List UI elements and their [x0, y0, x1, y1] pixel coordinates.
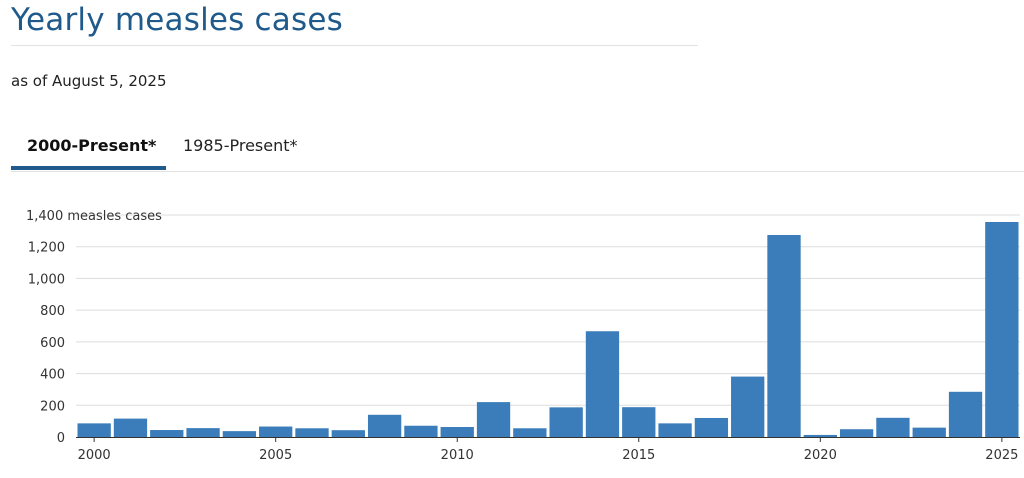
- bar-2011: [476, 402, 511, 437]
- bar-2004: [222, 431, 257, 437]
- y-tick-label: 1,400 measles cases: [26, 209, 162, 224]
- y-tick-label: 1,200: [28, 241, 65, 256]
- bar-2001: [113, 418, 148, 437]
- tab-1985-present[interactable]: 1985-Present*: [183, 136, 298, 155]
- bar-2014: [585, 331, 620, 437]
- subtitle: as of August 5, 2025: [11, 72, 167, 90]
- bar-2025: [985, 221, 1019, 437]
- bar-2018: [731, 376, 765, 437]
- bar-2016: [658, 423, 692, 437]
- title-divider: [11, 45, 698, 46]
- bar-2017: [694, 417, 729, 437]
- active-tab-indicator: [11, 166, 166, 170]
- bar-2006: [295, 428, 329, 437]
- bar-2009: [404, 425, 438, 437]
- x-tick-label: 2010: [441, 448, 474, 463]
- bar-2007: [331, 430, 365, 437]
- bar-2019: [767, 234, 801, 437]
- x-tick-label: 2005: [259, 448, 292, 463]
- y-tick-label: 0: [57, 431, 65, 446]
- bar-2024: [948, 391, 983, 437]
- bar-2003: [186, 428, 220, 437]
- bar-2015: [622, 407, 656, 437]
- x-tick-label: 2025: [985, 448, 1018, 463]
- measles-bar-chart: 0 200 400 600 800 1,000 1,200 1,400 measles cas…: [26, 209, 1020, 463]
- tab-bar: 2000-Present* 1985-Present*: [11, 130, 1024, 172]
- y-tick-label: 1,000: [28, 272, 65, 287]
- bar-2023: [912, 427, 946, 437]
- bar-2012: [513, 428, 547, 437]
- x-tick-label: 2015: [622, 448, 655, 463]
- bar-2020: [803, 434, 837, 437]
- tabs-divider: [11, 171, 1024, 172]
- tab-2000-present[interactable]: 2000-Present*: [27, 136, 157, 155]
- x-tick-label: 2000: [78, 448, 111, 463]
- y-tick-label: 200: [40, 399, 65, 414]
- y-tick-label: 600: [40, 336, 65, 351]
- bar-2000: [77, 423, 111, 437]
- bar-2022: [876, 417, 910, 437]
- bar-2021: [839, 429, 874, 437]
- bar-2010: [440, 427, 474, 437]
- x-tick-label: 2020: [804, 448, 837, 463]
- y-tick-label: 400: [40, 368, 65, 383]
- bar-2013: [549, 407, 583, 437]
- bar-2008: [367, 414, 402, 437]
- bar-2005: [259, 426, 293, 437]
- bar-2002: [150, 430, 184, 437]
- y-tick-label: 800: [40, 304, 65, 319]
- page-title: Yearly measles cases: [11, 2, 343, 38]
